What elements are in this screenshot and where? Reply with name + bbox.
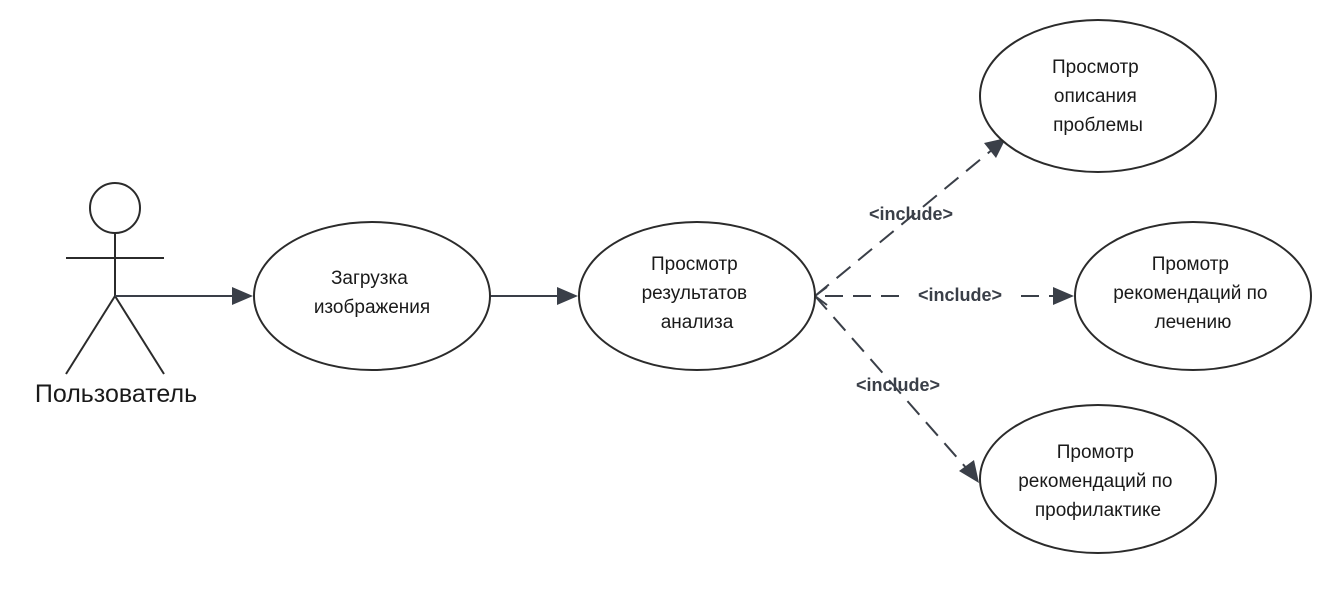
use-case-view-results-line-1: Просмотр <box>651 254 738 275</box>
include-edge-problem <box>814 148 994 297</box>
use-case-problem-description-ellipse <box>979 19 1217 173</box>
use-case-view-results-ellipse <box>578 221 816 371</box>
include-label-treatment-text: <include> <box>918 285 1002 305</box>
actor-user[interactable]: Пользователь <box>35 182 197 408</box>
use-case-treatment-recommendations-line-2: рекомендаций по <box>1113 283 1267 304</box>
include-label-prevention-text: <include> <box>856 375 940 395</box>
arrowhead-actor-upload <box>232 287 253 305</box>
actor-head <box>89 182 141 234</box>
use-case-prevention-recommendations-line-2: рекомендаций по <box>1018 471 1172 492</box>
arrowhead-include-treatment-right <box>1053 287 1074 305</box>
use-case-problem-description[interactable]: Просмотр описания проблемы <box>979 19 1217 173</box>
use-case-problem-description-line-3: проблемы <box>1053 115 1143 136</box>
arrowhead-include-problem <box>984 138 1006 158</box>
actor-label: Пользователь <box>35 380 197 408</box>
use-case-problem-description-line-2: описания <box>1054 86 1137 107</box>
use-case-upload-image-line-1: Загрузка <box>331 268 408 289</box>
include-label-problem-text: <include> <box>869 204 953 224</box>
use-case-upload-image[interactable]: Загрузка изображения <box>253 221 491 371</box>
use-case-treatment-recommendations-label: Промотр рекомендаций по лечению <box>1113 254 1273 333</box>
include-label-prevention: <include> <box>856 375 940 395</box>
use-case-upload-image-label: Загрузка изображения <box>314 268 430 318</box>
use-case-upload-image-line-2: изображения <box>314 297 430 318</box>
use-case-treatment-recommendations-line-3: лечению <box>1155 312 1232 333</box>
use-case-treatment-recommendations-ellipse <box>1074 221 1312 371</box>
use-case-prevention-recommendations-label: Промотр рекомендаций по профилактике <box>1018 442 1178 521</box>
use-case-view-results[interactable]: Просмотр результатов анализа <box>578 221 816 371</box>
use-case-treatment-recommendations[interactable]: Промотр рекомендаций по лечению <box>1074 221 1312 371</box>
use-case-prevention-recommendations-line-3: профилактике <box>1035 500 1161 521</box>
arrowhead-upload-results <box>557 287 578 305</box>
include-label-treatment: <include> <box>906 283 1014 307</box>
include-label-treatment-bg <box>906 283 1014 307</box>
use-case-problem-description-label: Просмотр описания проблемы <box>1052 57 1144 136</box>
use-case-problem-description-line-1: Просмотр <box>1052 57 1139 78</box>
use-case-prevention-recommendations-line-1: Промотр <box>1057 442 1134 463</box>
actor-left-leg <box>65 295 116 375</box>
include-edge-prevention <box>814 295 969 471</box>
arrowhead-include-prevention <box>959 460 979 483</box>
use-case-prevention-recommendations-ellipse <box>979 404 1217 554</box>
use-case-prevention-recommendations[interactable]: Промотр рекомендаций по профилактике <box>979 404 1217 554</box>
use-case-view-results-label: Просмотр результатов анализа <box>642 254 753 333</box>
relation-labels: <include> <include> <include> <box>856 204 1014 395</box>
include-label-problem: <include> <box>869 204 953 224</box>
use-case-upload-image-ellipse <box>253 221 491 371</box>
use-case-treatment-recommendations-line-1: Промотр <box>1152 254 1229 275</box>
actor-right-leg <box>114 295 165 375</box>
use-case-view-results-line-3: анализа <box>661 312 734 333</box>
use-case-view-results-line-2: результатов <box>642 283 748 304</box>
